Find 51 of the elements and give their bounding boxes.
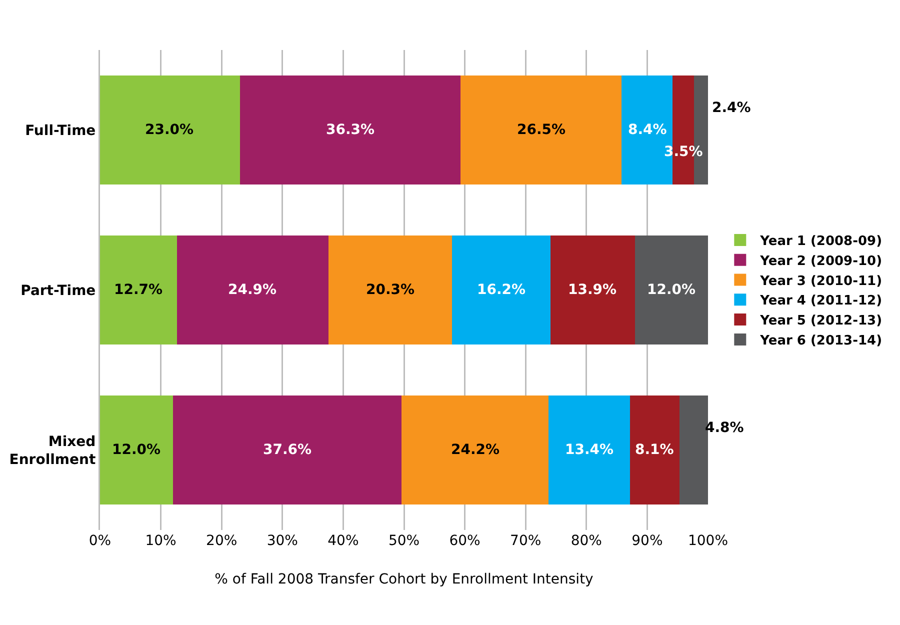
x-tick-label: 10% — [145, 533, 176, 549]
legend-label: Year 5 (2012-13) — [759, 314, 882, 329]
data-label: 8.1% — [635, 442, 674, 458]
x-tick-label: 80% — [570, 533, 602, 549]
bar — [328, 236, 452, 344]
x-tick-label: 50% — [388, 533, 420, 549]
bar — [630, 396, 680, 504]
y-tick-label: Part-Time — [20, 282, 96, 299]
bar — [240, 76, 461, 184]
data-label: 26.5% — [517, 122, 566, 138]
data-label: 37.6% — [263, 442, 312, 458]
x-tick-label: 30% — [266, 533, 298, 549]
y-tick-label: Full-Time — [25, 122, 96, 139]
bar — [452, 236, 551, 344]
legend-label: Year 6 (2013-14) — [759, 334, 882, 349]
legend-label: Year 1 (2008-09) — [759, 234, 882, 250]
bar — [172, 396, 402, 504]
bar — [100, 76, 240, 184]
data-label: 24.2% — [451, 442, 500, 458]
data-label: 36.3% — [326, 122, 375, 138]
x-axis-title: % of Fall 2008 Transfer Cohort by Enrollment Intensity — [214, 571, 594, 588]
x-tick-label: 40% — [328, 533, 359, 549]
legend-label: Year 4 (2011-12) — [759, 294, 882, 309]
data-label: 24.9% — [228, 282, 277, 298]
bar — [460, 76, 622, 184]
bar — [402, 396, 549, 504]
data-label: 20.3% — [366, 282, 415, 298]
x-tick-label: 0% — [88, 533, 112, 549]
bar — [177, 236, 329, 344]
data-label: 12.0% — [112, 442, 161, 458]
x-tick-label: 70% — [510, 533, 542, 549]
bar — [548, 396, 630, 504]
bar — [100, 236, 178, 344]
data-label: 8.4% — [628, 122, 667, 138]
x-tick-label: 60% — [449, 533, 480, 549]
data-label: 13.9% — [568, 282, 617, 298]
legend-label: Year 3 (2010-11) — [759, 274, 882, 289]
data-label: 12.7% — [114, 282, 163, 298]
x-tick-label: 20% — [206, 533, 238, 549]
bar — [550, 236, 636, 344]
data-label: 12.0% — [647, 282, 696, 298]
data-label: 2.4% — [712, 100, 751, 116]
y-tick-label: Mixed Enrollment — [9, 434, 96, 468]
data-label: 13.4% — [565, 442, 614, 458]
x-tick-label: 90% — [632, 533, 663, 549]
legend-label: Year 2 (2009-10) — [759, 254, 882, 269]
x-tick-label: 100% — [688, 533, 728, 549]
bar — [100, 396, 173, 504]
data-label: 16.2% — [477, 282, 526, 298]
data-label: 23.0% — [145, 122, 194, 138]
bar — [635, 236, 708, 344]
